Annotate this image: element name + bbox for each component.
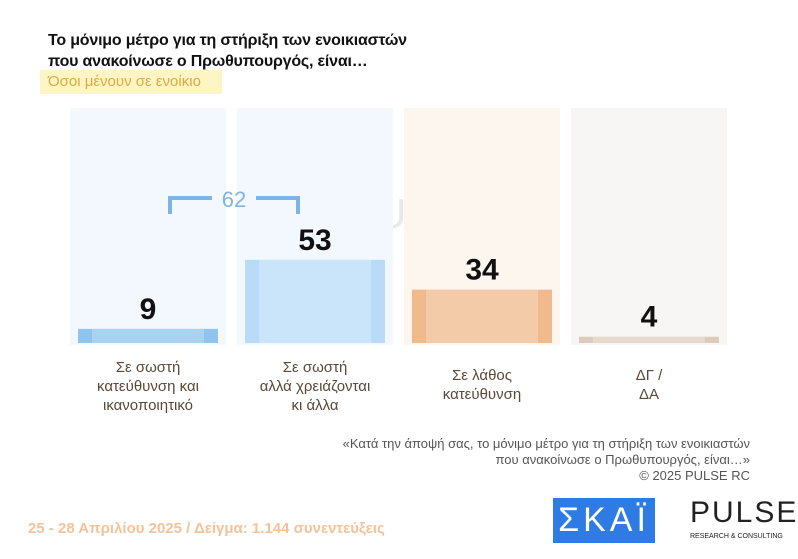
copyright: © 2025 PULSE RC bbox=[639, 468, 750, 483]
column-background bbox=[70, 108, 226, 345]
note-line: που ανακοίνωσε ο Πρωθυπουργός, είναι…» bbox=[495, 452, 750, 467]
category-label: ΔΓ / ΔΑ bbox=[569, 366, 729, 404]
category-label: Σε σωστή αλλά χρειάζονται κι άλλα bbox=[235, 358, 395, 415]
category-line: ΔΓ / bbox=[635, 367, 663, 384]
bar bbox=[78, 328, 218, 343]
category-line: κι άλλα bbox=[291, 397, 339, 414]
bar bbox=[579, 336, 719, 343]
pulse-logo: PULSE bbox=[690, 496, 798, 529]
category-line: Σε λάθος bbox=[452, 367, 512, 384]
category-label: Σε σωστή κατεύθυνση και ικανοποιητικό bbox=[68, 358, 228, 415]
title-line: που ανακοίνωσε ο Πρωθυπουργός, είναι… bbox=[48, 53, 368, 70]
bar-highlight bbox=[259, 259, 371, 343]
pulse-logo-sub: RESEARCH & CONSULTING bbox=[690, 533, 783, 540]
category-line: κατεύθυνση bbox=[442, 386, 522, 403]
category-line: κατεύθυνση και bbox=[97, 378, 199, 395]
bracket-label: 62 bbox=[222, 187, 246, 212]
bar-highlight bbox=[426, 289, 538, 343]
data-label: 4 bbox=[641, 301, 658, 334]
category-label: Σε λάθος κατεύθυνση bbox=[402, 366, 562, 404]
data-label: 9 bbox=[140, 293, 157, 326]
subtitle: Όσοι μένουν σε ενοίκιο bbox=[40, 70, 222, 94]
bar-highlight bbox=[593, 336, 705, 343]
footer-sample: 25 - 28 Απριλίου 2025 / Δείγμα: 1.144 συ… bbox=[28, 520, 385, 537]
bar-highlight bbox=[92, 328, 204, 343]
category-line: αλλά χρειάζονται bbox=[259, 378, 371, 395]
title-line: Το μόνιμο μέτρο για τη στήριξη των ενοικ… bbox=[48, 32, 407, 49]
column-background bbox=[571, 108, 727, 345]
bar bbox=[245, 259, 385, 343]
category-line: ΔΑ bbox=[638, 386, 660, 403]
data-label: 53 bbox=[298, 224, 331, 257]
skai-logo: ΣΚΑΪ bbox=[553, 498, 655, 543]
category-line: Σε σωστή bbox=[115, 359, 181, 376]
category-line: ικανοποιητικό bbox=[102, 397, 194, 414]
bar bbox=[412, 289, 552, 343]
question-note: «Κατά την άποψή σας, το μόνιμο μέτρο για… bbox=[343, 436, 750, 484]
chart-title: Το μόνιμο μέτρο για τη στήριξη των ενοικ… bbox=[48, 30, 407, 72]
category-line: Σε σωστή bbox=[282, 359, 348, 376]
data-label: 34 bbox=[465, 254, 499, 287]
sum-bracket bbox=[168, 196, 300, 214]
note-line: «Κατά την άποψή σας, το μόνιμο μέτρο για… bbox=[342, 436, 750, 451]
